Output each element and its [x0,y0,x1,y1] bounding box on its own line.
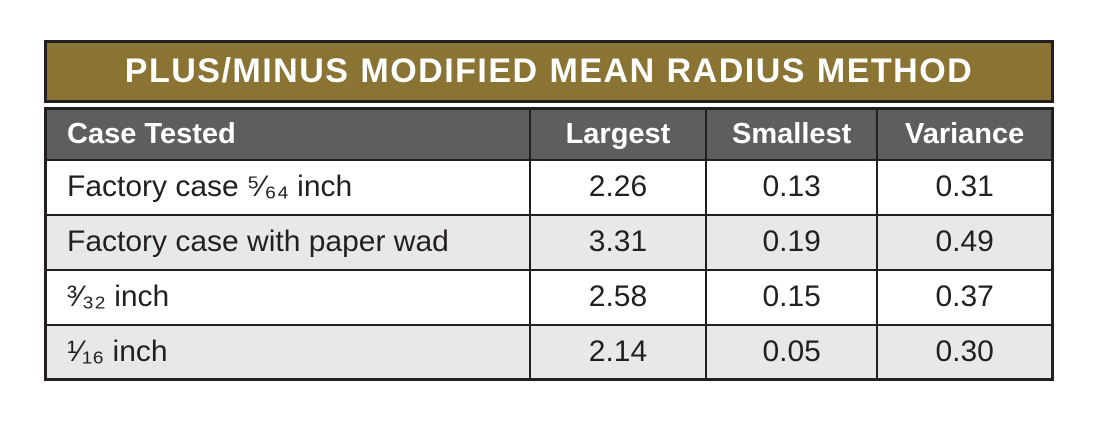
column-header-smallest: Smallest [705,107,879,161]
cell-smallest: 0.15 [705,268,879,326]
column-header-variance: Variance [876,107,1054,161]
cell-case: Factory case with paper wad [44,213,531,271]
cell-variance: 0.31 [876,158,1054,216]
cell-variance: 0.49 [876,213,1054,271]
table-row: Factory case ⁵⁄₆₄ inch 2.26 0.13 0.31 [44,158,1054,216]
data-table: Case Tested Largest Smallest Variance Fa… [44,107,1054,381]
cell-case: ¹⁄₁₆ inch [44,323,531,381]
cell-variance: 0.37 [876,268,1054,326]
cell-variance: 0.30 [876,323,1054,381]
cell-largest: 2.58 [528,268,708,326]
cell-smallest: 0.05 [705,323,879,381]
table-row: ¹⁄₁₆ inch 2.14 0.05 0.30 [44,323,1054,381]
column-header-case-tested: Case Tested [44,107,531,161]
table-row: ³⁄₃₂ inch 2.58 0.15 0.37 [44,268,1054,326]
table-title: PLUS/MINUS MODIFIED MEAN RADIUS METHOD [44,40,1054,103]
header-row: Case Tested Largest Smallest Variance [44,107,1054,161]
cell-largest: 3.31 [528,213,708,271]
column-header-largest: Largest [528,107,708,161]
cell-smallest: 0.19 [705,213,879,271]
cell-case: Factory case ⁵⁄₆₄ inch [44,158,531,216]
cell-smallest: 0.13 [705,158,879,216]
cell-largest: 2.14 [528,323,708,381]
cell-largest: 2.26 [528,158,708,216]
table-row: Factory case with paper wad 3.31 0.19 0.… [44,213,1054,271]
cell-case: ³⁄₃₂ inch [44,268,531,326]
radius-method-table-figure: PLUS/MINUS MODIFIED MEAN RADIUS METHOD C… [44,40,1054,381]
